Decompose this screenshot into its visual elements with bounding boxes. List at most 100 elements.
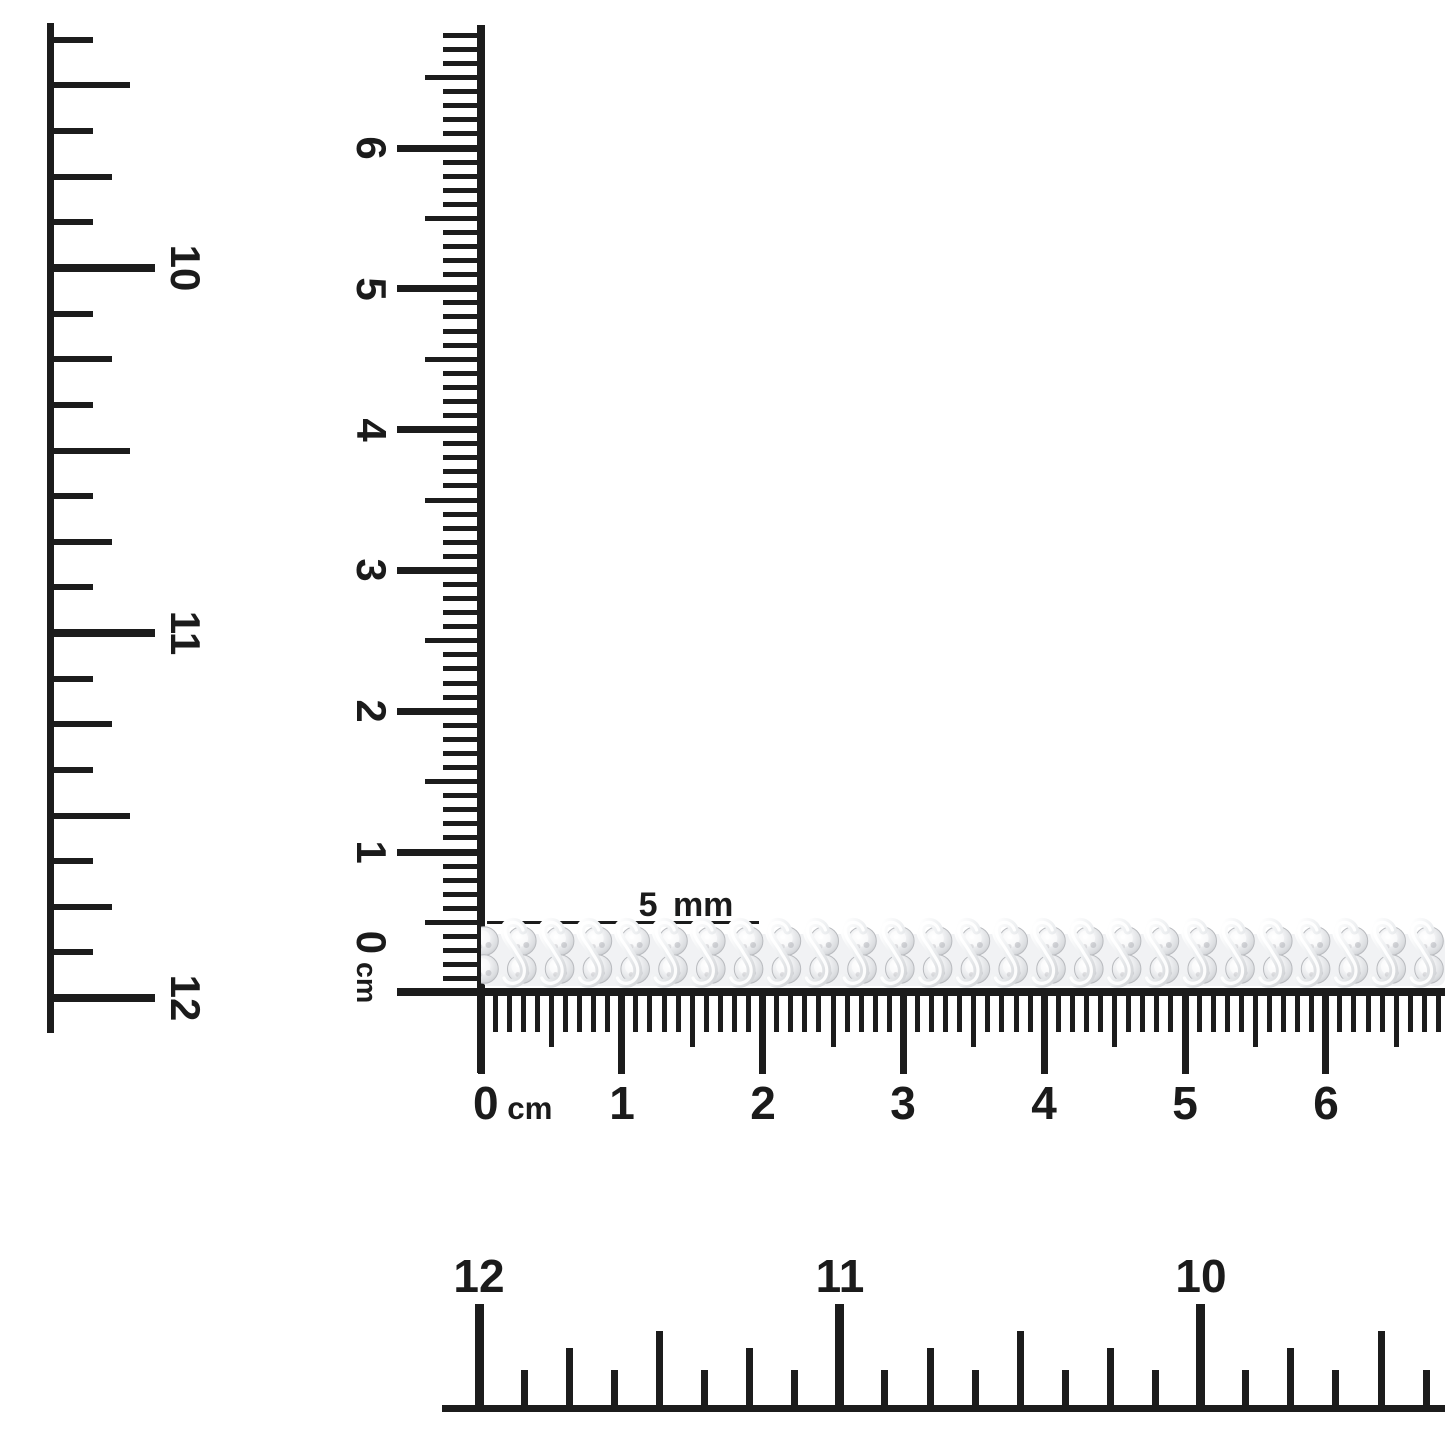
ruler-tick [50,767,93,773]
ruler-tick [443,765,481,770]
ruler-number: 0 cm [473,1077,553,1129]
ruler-line [47,23,54,1033]
ruler-tick [1014,992,1019,1032]
ruler-tick [1225,992,1230,1032]
diamond-facet-shadow [1052,942,1059,948]
ruler-tick [50,994,155,1002]
ruler-tick [443,512,481,517]
ruler-tick [647,992,652,1032]
ruler-tick [443,666,481,671]
diamond-glint [856,934,861,940]
ruler-tick [831,992,836,1047]
ruler-tick [1211,992,1216,1032]
ruler-tick [900,992,907,1074]
ruler-tick [746,992,751,1032]
diamond-glint [1347,934,1353,940]
diamond-glint [1045,934,1050,940]
ruler-tick [443,596,481,601]
diamond-glint [1309,934,1315,940]
ruler-tick [1408,992,1413,1032]
ruler-tick [443,61,481,66]
s-link-highlight [1296,920,1320,985]
ruler-tick [50,584,93,590]
ruler-tick [443,554,481,559]
ruler-tick [397,145,481,152]
ruler-tick [475,1304,484,1408]
diamond-glint [780,934,786,940]
s-link-highlight [577,920,602,985]
s-link-highlight [1144,920,1169,985]
ruler-tick [50,629,155,637]
diamond-facet-shadow [523,942,530,948]
ruler-tick [943,992,948,1032]
ruler-tick [1112,992,1117,1047]
ruler-tick [1239,992,1244,1032]
ruler-tick [443,976,481,981]
ruler-tick [425,920,481,925]
ruler-tick [929,992,934,1032]
ruler-tick [397,426,481,433]
ruler-tick [656,1331,663,1408]
diamond-glint [1234,934,1239,940]
ruler-tick [887,992,892,1032]
ruler-tick [915,992,920,1032]
diamond-glint [1007,934,1012,940]
ruler-number: 3 [348,558,395,582]
ruler-tick [397,849,481,856]
ruler-tick [443,343,481,348]
diamond-facet-shadow [636,942,643,948]
ruler-number: 0 cm [348,930,395,1004]
ruler-tick [443,835,481,840]
ruler-tick [50,37,93,43]
ruler-tick [443,455,481,460]
diamond-facet-shadow [712,942,719,948]
ruler-tick [443,441,481,446]
ruler-tick [425,638,481,643]
ruler-tick [1351,992,1356,1032]
ruler-tick [443,272,481,277]
ruler-tick [443,751,481,756]
diamond-facet-shadow [863,942,870,948]
ruler-number: 2 [348,699,395,723]
ruler-tick [1380,992,1385,1032]
ruler-tick [50,128,93,134]
ruler-tick [443,878,481,883]
ruler-tick [1017,1331,1024,1408]
diamond-glint [1158,934,1164,940]
ruler-tick [676,992,681,1032]
ruler-tick [591,992,596,1032]
ruler-tick [443,737,481,742]
s-link-highlight [1258,920,1282,985]
ruler-tick [1062,1370,1069,1408]
ruler-number: 4 [348,418,395,442]
ruler-tick [611,1370,618,1408]
ruler-tick [443,230,481,235]
diamond-glint [629,934,634,940]
ruler-tick [50,174,112,180]
ruler-tick [816,992,821,1032]
diamond-glint [1196,934,1201,940]
ruler-line [442,1405,1445,1412]
ruler-tick [563,992,568,1032]
bracelet-graphic [469,917,1445,988]
ruler-tick [1197,992,1202,1032]
ruler-tick [478,992,485,1074]
ruler-tick [50,82,130,88]
ruler-tick [443,695,481,700]
s-link-highlight [804,920,829,985]
ruler-tick [443,540,481,545]
ruler-tick [1253,992,1258,1047]
ruler-tick [521,992,526,1032]
ruler-number: 5 [348,277,395,301]
s-link-highlight [729,920,753,985]
diamond-facet-shadow [976,942,983,948]
diamond-facet-shadow [598,942,605,948]
ruler-line [477,25,485,1073]
diamond-glint [818,934,823,940]
ruler-number: 1 [348,840,395,864]
ruler-tick [618,992,625,1074]
ruler-tick [1168,992,1173,1032]
ruler-tick [50,904,112,910]
ruler-tick [443,413,481,418]
ruler-tick [535,992,540,1032]
